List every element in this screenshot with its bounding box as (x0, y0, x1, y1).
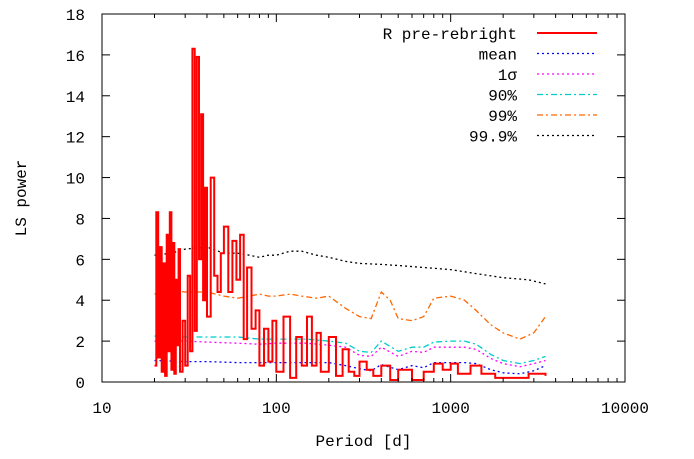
y-tick-label: 2 (75, 334, 85, 352)
legend-label-3: 90% (488, 88, 517, 106)
series-line-0 (154, 47, 547, 381)
y-tick-label: 0 (75, 375, 85, 393)
series-line-1 (154, 359, 546, 375)
y-axis-label: LS power (13, 160, 31, 237)
legend: R pre-rebright mean 1σ 90% 99% 99.9% (383, 26, 597, 147)
y-tick-label: 8 (75, 211, 85, 229)
y-tick-label: 16 (66, 48, 85, 66)
legend-label-2: 1σ (498, 67, 518, 85)
series-line-4 (154, 289, 547, 340)
legend-label-1: mean (479, 47, 517, 65)
legend-label-4: 99% (488, 108, 517, 126)
series-layer (154, 47, 547, 381)
x-tick-label: 10000 (601, 400, 649, 418)
legend-label-5: 99.9% (469, 129, 517, 147)
y-tick-label: 14 (66, 89, 85, 107)
series-line-5 (154, 246, 546, 285)
y-tick-label: 4 (75, 293, 85, 311)
y-tick-label: 18 (66, 7, 85, 25)
x-tick-label: 1000 (431, 400, 469, 418)
ticks-layer: 10 100 1000 10000 0 2 4 6 8 10 12 14 16 18 (66, 7, 649, 418)
series-line-2 (154, 340, 546, 368)
y-tick-label: 12 (66, 130, 85, 148)
series-line-3 (154, 335, 546, 365)
x-tick-label: 100 (262, 400, 291, 418)
legend-label-0: R pre-rebright (383, 26, 517, 44)
plot-frame (101, 13, 626, 383)
y-tick-label: 10 (66, 171, 85, 189)
x-tick-label: 10 (92, 400, 111, 418)
x-axis-label: Period [d] (315, 433, 411, 451)
y-tick-label: 6 (75, 252, 85, 270)
